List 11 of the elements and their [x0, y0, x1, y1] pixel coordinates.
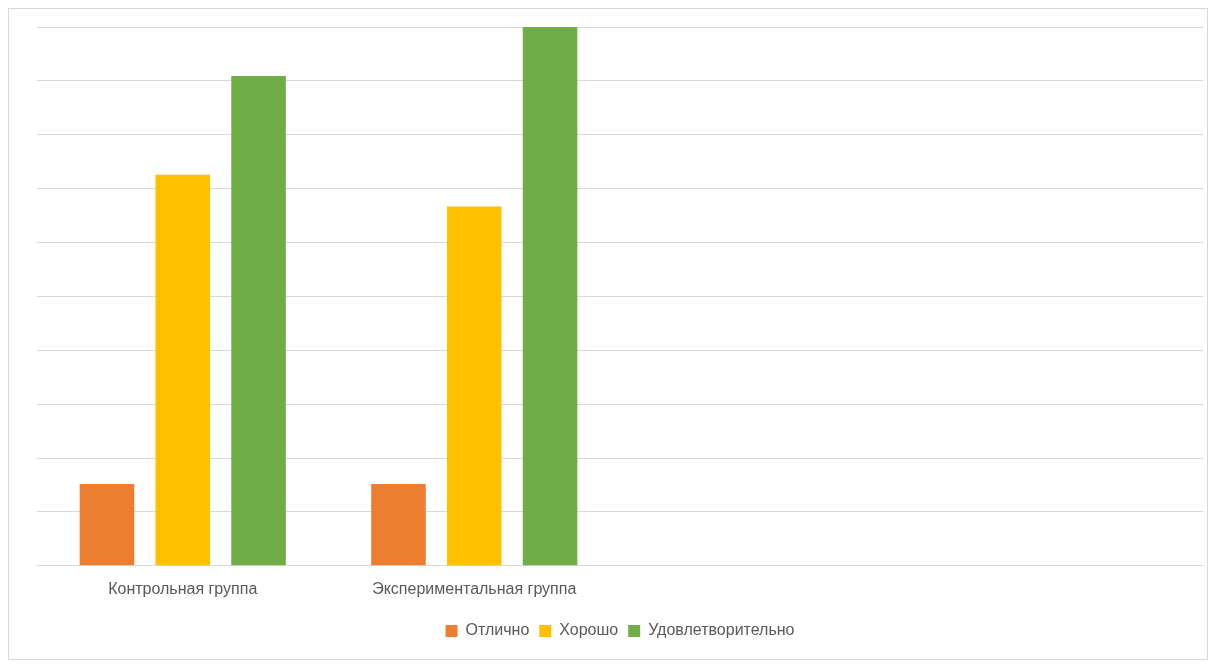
bar — [155, 174, 211, 566]
bar — [522, 27, 578, 566]
bar — [446, 206, 502, 566]
bar — [371, 483, 426, 566]
legend-label: Хорошо — [559, 621, 619, 639]
bar — [231, 76, 286, 566]
x-tick-label: Контрольная группа — [108, 579, 258, 597]
legend-label: Отлично — [465, 621, 530, 639]
bar — [79, 483, 135, 566]
x-tick-label: Экспериментальная группа — [372, 579, 577, 597]
legend-label: Удовлетворительно — [648, 621, 795, 639]
